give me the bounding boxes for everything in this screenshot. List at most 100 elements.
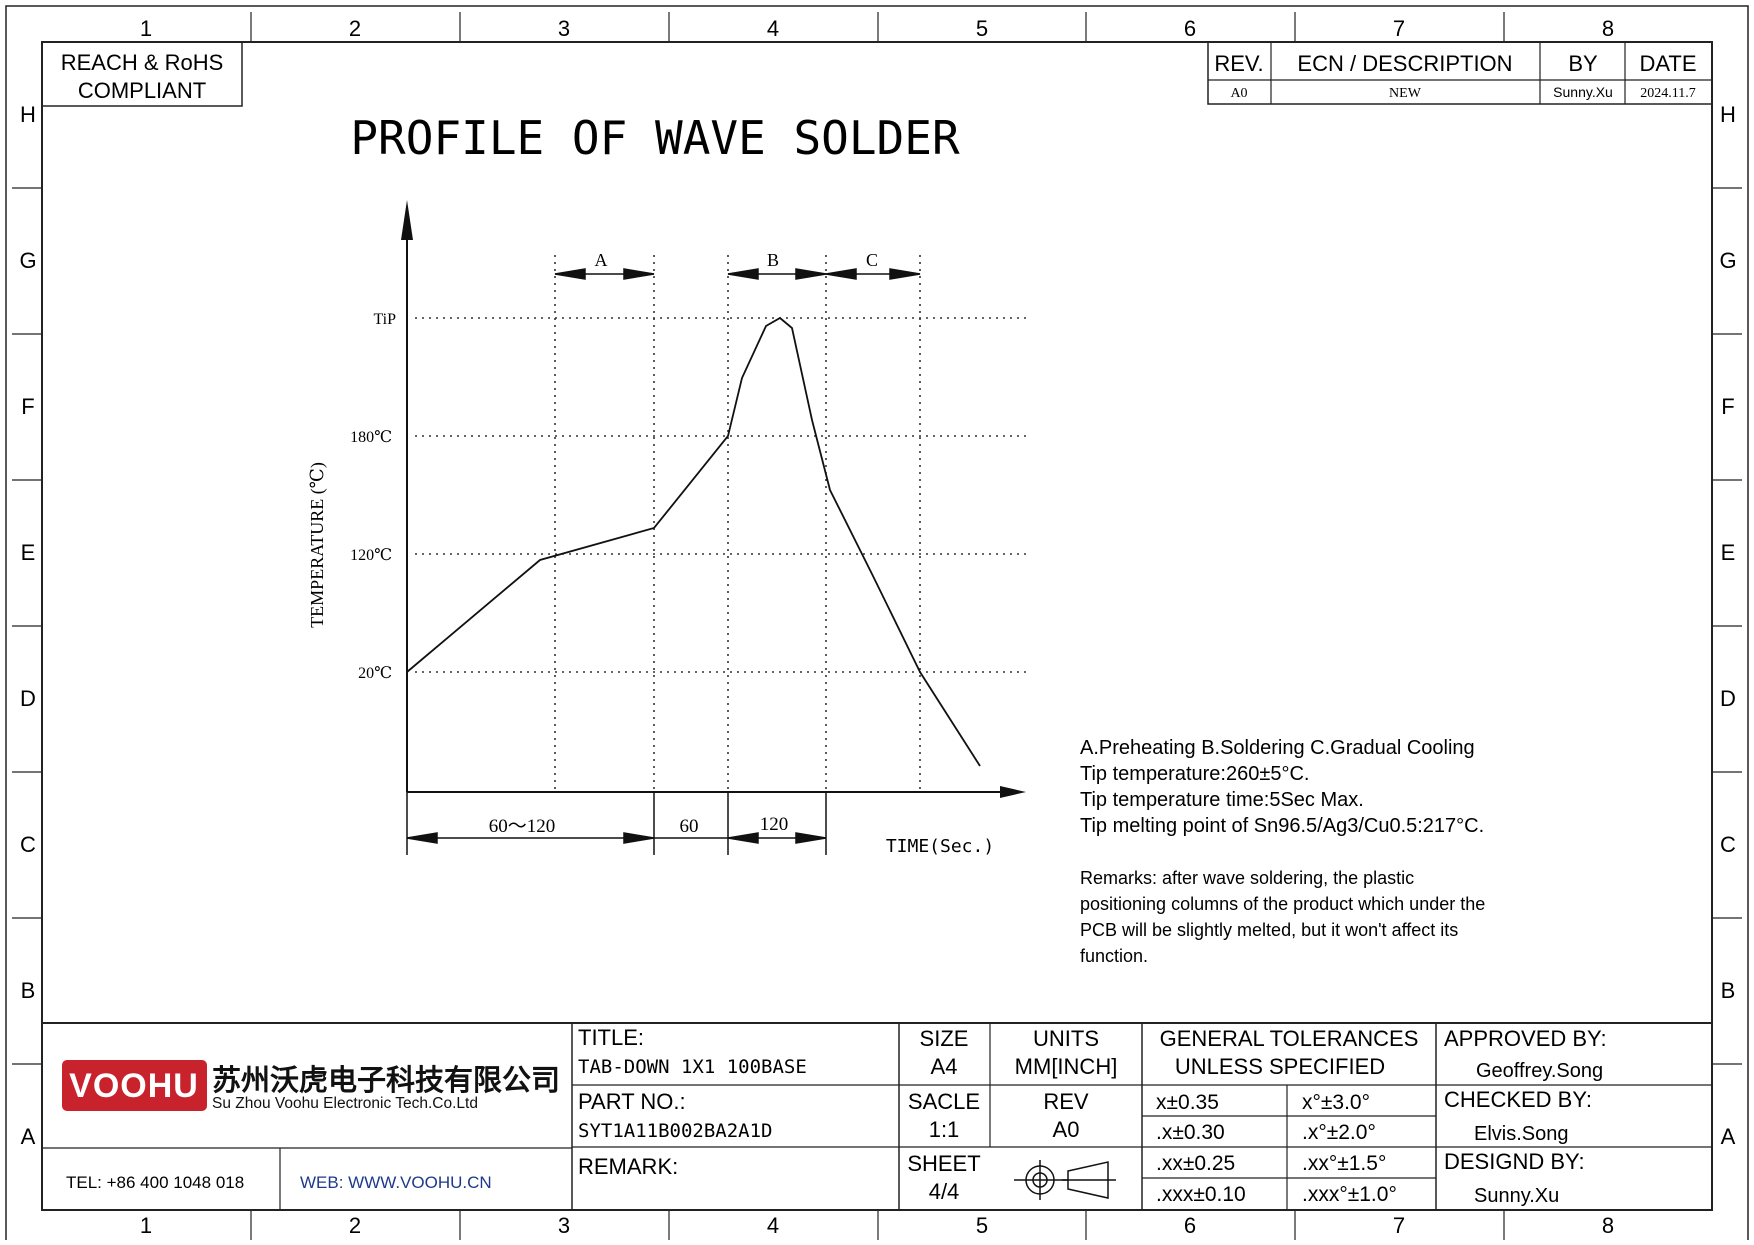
- row-label: H: [1720, 102, 1736, 127]
- approved-value: Geoffrey.Song: [1476, 1060, 1603, 1082]
- time-segment-label: 60: [680, 816, 699, 837]
- scale-label: SACLE: [908, 1089, 980, 1114]
- sheet-value: 4/4: [929, 1179, 960, 1204]
- solder-profile-chart: A B C TiP 180℃ 120℃ 20℃ TEMPERATURE (℃) …: [307, 200, 1030, 857]
- remark-line: positioning columns of the product which…: [1080, 894, 1485, 914]
- tolerance-angular: .xxx°±1.0°: [1302, 1183, 1397, 1206]
- column-label: 7: [1393, 1213, 1405, 1238]
- remark-line: function.: [1080, 946, 1148, 966]
- rev-value: A0: [1053, 1117, 1080, 1142]
- tolerance-linear: x±0.35: [1156, 1091, 1219, 1114]
- units-label: UNITS: [1033, 1026, 1099, 1051]
- designed-label: DESIGND BY:: [1444, 1149, 1585, 1174]
- y-tick-20: 20℃: [358, 665, 392, 682]
- tolerance-angular: x°±3.0°: [1302, 1091, 1370, 1114]
- by-cell: Sunny.Xu: [1553, 84, 1613, 100]
- column-label: 8: [1602, 1213, 1614, 1238]
- drawing-title: PROFILE OF WAVE SOLDER: [350, 111, 960, 165]
- row-label: D: [1720, 686, 1736, 711]
- note-line: A.Preheating B.Soldering C.Gradual Cooli…: [1080, 737, 1475, 759]
- rev-label: REV: [1043, 1089, 1089, 1114]
- part-no-value: SYT1A11B002BA2A1D: [578, 1120, 772, 1142]
- tolerance-linear: .xxx±0.10: [1156, 1183, 1246, 1206]
- row-dividers: [12, 187, 1742, 1065]
- column-label: 4: [767, 16, 779, 41]
- row-label: G: [19, 248, 36, 273]
- column-label: 6: [1184, 16, 1196, 41]
- time-dimensions: [406, 792, 827, 855]
- ecn-cell: NEW: [1389, 86, 1422, 101]
- column-label: 5: [976, 1213, 988, 1238]
- website-link[interactable]: WEB: WWW.VOOHU.CN: [300, 1173, 492, 1192]
- column-label: 8: [1602, 16, 1614, 41]
- column-label: 2: [349, 1213, 361, 1238]
- row-label: A: [21, 1124, 36, 1149]
- row-label: C: [20, 832, 36, 857]
- size-label: SIZE: [920, 1026, 969, 1051]
- column-dividers: [250, 12, 1505, 1240]
- title-value: TAB-DOWN 1X1 100BASE: [578, 1056, 807, 1078]
- rev-cell: A0: [1230, 86, 1247, 101]
- column-label: 6: [1184, 1213, 1196, 1238]
- checked-label: CHECKED BY:: [1444, 1087, 1592, 1112]
- column-label: 7: [1393, 16, 1405, 41]
- scale-value: 1:1: [929, 1117, 960, 1142]
- tolerance-angular: .xx°±1.5°: [1302, 1152, 1386, 1175]
- y-axis-arrow: [401, 200, 413, 240]
- units-value: MM[INCH]: [1015, 1054, 1118, 1079]
- tolerance-linear: .xx±0.25: [1156, 1152, 1235, 1175]
- row-label: C: [1720, 832, 1736, 857]
- column-label: 3: [558, 1213, 570, 1238]
- temperature-gridlines: [415, 317, 1030, 673]
- remarks-text: Remarks: after wave soldering, the plast…: [1080, 868, 1485, 966]
- row-label: F: [21, 394, 34, 419]
- tolerances-heading: GENERAL TOLERANCES: [1160, 1026, 1419, 1051]
- y-tick-tip: TiP: [373, 311, 396, 328]
- telephone: TEL: +86 400 1048 018: [66, 1173, 244, 1192]
- column-label: 5: [976, 16, 988, 41]
- compliance-line-1: REACH & RoHS: [61, 50, 224, 75]
- part-no-label: PART NO.:: [578, 1089, 686, 1114]
- row-label: A: [1721, 1124, 1736, 1149]
- by-header: BY: [1568, 51, 1598, 76]
- company-logo: VOOHU: [62, 1060, 207, 1111]
- y-tick-120: 120℃: [350, 547, 392, 564]
- row-label: B: [1721, 978, 1736, 1003]
- x-axis-arrow: [1000, 786, 1026, 798]
- remark-line: Remarks: after wave soldering, the plast…: [1080, 868, 1414, 888]
- row-label: H: [20, 102, 36, 127]
- company-name-cn: 苏州沃虎电子科技有限公司: [212, 1064, 560, 1097]
- column-label: 1: [140, 1213, 152, 1238]
- size-value: A4: [931, 1054, 958, 1079]
- note-line: Tip temperature time:5Sec Max.: [1080, 789, 1364, 811]
- sheet-label: SHEET: [907, 1151, 980, 1176]
- tolerance-table: x±0.35 x°±3.0° .x±0.30 .x°±2.0° .xx±0.25…: [1156, 1091, 1397, 1206]
- zone-a-label: A: [595, 250, 608, 270]
- zone-gridlines: [554, 255, 921, 792]
- note-line: Tip temperature:260±5°C.: [1080, 763, 1309, 785]
- x-axis-label: TIME(Sec.): [886, 836, 994, 857]
- title-block: VOOHU 苏州沃虎电子科技有限公司 Su Zhou Voohu Electro…: [42, 1022, 1712, 1210]
- zone-b-label: B: [767, 250, 779, 270]
- zone-c-label: C: [866, 250, 878, 270]
- title-label: TITLE:: [578, 1025, 644, 1050]
- row-labels: H G F E D C B A H G F E D C B A: [19, 102, 1736, 1149]
- column-label: 4: [767, 1213, 779, 1238]
- note-line: Tip melting point of Sn96.5/Ag3/Cu0.5:21…: [1080, 815, 1484, 837]
- tolerance-linear: .x±0.30: [1156, 1121, 1225, 1144]
- zone-dimensions: [554, 268, 921, 280]
- profile-curve: [406, 316, 981, 767]
- row-label: B: [21, 978, 36, 1003]
- rev-header: REV.: [1214, 51, 1263, 76]
- column-label: 2: [349, 16, 361, 41]
- outer-border: [5, 5, 1749, 1243]
- date-cell: 2024.11.7: [1640, 86, 1695, 101]
- profile-notes: A.Preheating B.Soldering C.Gradual Cooli…: [1080, 737, 1484, 837]
- remark-line: PCB will be slightly melted, but it won'…: [1080, 920, 1458, 940]
- checked-value: Elvis.Song: [1474, 1123, 1569, 1145]
- row-label: D: [20, 686, 36, 711]
- company-name-en: Su Zhou Voohu Electronic Tech.Co.Ltd: [212, 1095, 478, 1112]
- approved-label: APPROVED BY:: [1444, 1026, 1607, 1051]
